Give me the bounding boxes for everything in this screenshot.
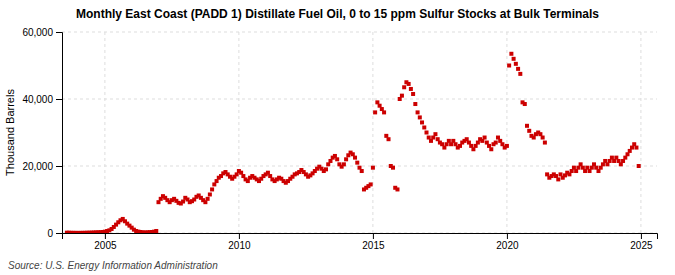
- y-tick-mark: [56, 166, 62, 167]
- y-tick: 0: [47, 228, 62, 239]
- point: [373, 110, 377, 114]
- x-tick-label: 2005: [94, 240, 117, 251]
- source-note: Source: U.S. Energy Information Administ…: [8, 260, 218, 271]
- x-tick-mark: [373, 233, 374, 239]
- title: Monthly East Coast (PADD 1) Distillate F…: [76, 7, 599, 21]
- points: [65, 52, 641, 233]
- point: [402, 85, 406, 89]
- x-tick-label: 2010: [228, 240, 251, 251]
- point: [360, 169, 364, 173]
- point: [387, 137, 391, 141]
- point: [324, 167, 328, 171]
- point: [514, 62, 518, 66]
- y-tick-mark: [56, 99, 62, 100]
- point: [335, 157, 339, 161]
- point: [210, 187, 214, 191]
- point: [483, 136, 487, 140]
- x-tick-label: 2020: [496, 240, 519, 251]
- point: [344, 157, 348, 161]
- y-grid-line: [62, 99, 657, 100]
- point: [371, 166, 375, 170]
- y-axis: 0 20,000 40,000 60,000: [22, 27, 62, 239]
- point: [543, 141, 547, 145]
- point: [525, 124, 529, 128]
- point: [420, 120, 424, 124]
- point: [342, 162, 346, 166]
- x-grid-line: [104, 32, 105, 233]
- x-axis: 2005 2010 2015 2020 2025: [63, 233, 658, 251]
- point: [154, 229, 158, 233]
- x-tick-mark: [105, 233, 106, 239]
- y-tick-label: 60,000: [22, 27, 53, 38]
- y-axis-title: Thousand Barrels: [4, 89, 16, 176]
- point: [369, 182, 373, 186]
- point: [416, 110, 420, 114]
- x-grid-line: [506, 32, 507, 233]
- y-grid-line: [62, 32, 657, 33]
- point: [425, 131, 429, 135]
- point: [518, 72, 522, 76]
- point: [400, 94, 404, 98]
- point: [634, 146, 638, 150]
- point: [556, 177, 560, 181]
- y-tick: 60,000: [22, 27, 62, 38]
- point: [494, 141, 498, 145]
- point: [422, 125, 426, 129]
- y-tick-mark: [56, 233, 62, 234]
- x-tick-mark: [239, 233, 240, 239]
- point: [507, 64, 511, 68]
- x-axis-line: [63, 234, 658, 240]
- point: [527, 129, 531, 133]
- y-tick-label: 20,000: [22, 161, 53, 172]
- point: [411, 92, 415, 96]
- x-grid-line: [372, 32, 373, 233]
- point: [208, 192, 212, 196]
- x-grid-line: [238, 32, 239, 233]
- point: [355, 161, 359, 165]
- x-tick: 2015: [362, 233, 385, 251]
- point: [505, 144, 509, 148]
- point: [523, 102, 527, 106]
- x-grid-line: [640, 32, 641, 233]
- point: [181, 200, 185, 204]
- chart: 2005 2010 2015 2020 2025 0 20,000 40,000 60,000 M…: [0, 0, 675, 275]
- grid: [62, 32, 657, 233]
- point: [413, 102, 417, 106]
- point: [206, 197, 210, 201]
- point: [509, 52, 513, 56]
- point: [418, 115, 422, 119]
- point: [395, 187, 399, 191]
- point: [409, 87, 413, 91]
- x-tick: 2020: [496, 233, 519, 251]
- x-tick: 2025: [630, 233, 653, 251]
- point: [541, 136, 545, 140]
- point: [391, 166, 395, 170]
- x-tick: 2005: [94, 233, 117, 251]
- y-tick: 20,000: [22, 161, 62, 172]
- point: [407, 82, 411, 86]
- point: [353, 156, 357, 160]
- point: [637, 164, 641, 168]
- y-tick-mark: [56, 32, 62, 33]
- y-tick-label: 0: [47, 228, 53, 239]
- point: [382, 110, 386, 114]
- y-tick-label: 40,000: [22, 94, 53, 105]
- plot-area: 2005 2010 2015 2020 2025 0 20,000 40,000 60,000: [22, 27, 657, 251]
- point: [512, 57, 516, 61]
- x-tick-label: 2025: [630, 240, 653, 251]
- x-tick-label: 2015: [362, 240, 385, 251]
- x-tick-mark: [641, 233, 642, 239]
- y-tick: 40,000: [22, 94, 62, 105]
- x-tick: 2010: [228, 233, 251, 251]
- y-axis-line: [56, 33, 63, 234]
- point: [433, 132, 437, 136]
- point: [489, 147, 493, 151]
- point: [516, 67, 520, 71]
- x-tick-mark: [507, 233, 508, 239]
